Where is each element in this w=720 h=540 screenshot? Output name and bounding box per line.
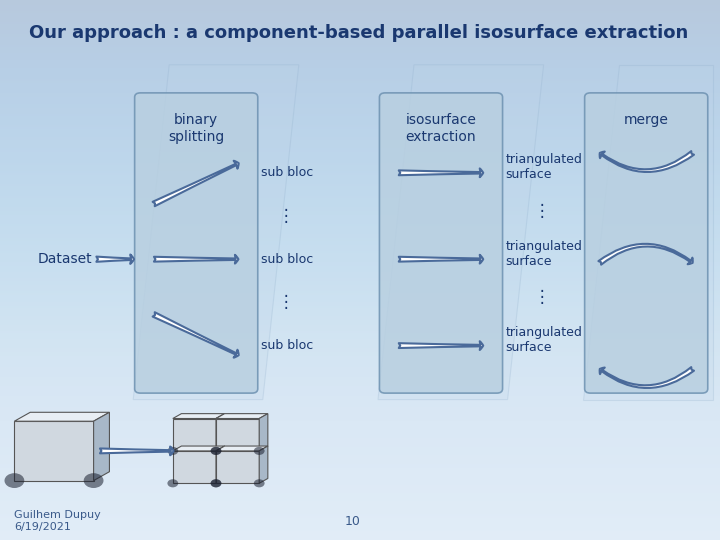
- Polygon shape: [216, 446, 268, 451]
- Text: sub bloc: sub bloc: [261, 253, 313, 266]
- Polygon shape: [173, 446, 225, 451]
- Text: binary
splitting: binary splitting: [168, 113, 225, 144]
- Circle shape: [167, 480, 179, 487]
- Circle shape: [253, 480, 265, 487]
- Polygon shape: [133, 65, 299, 400]
- Text: ⋮: ⋮: [277, 293, 294, 312]
- Circle shape: [210, 480, 221, 487]
- Circle shape: [84, 473, 104, 488]
- Polygon shape: [14, 421, 94, 481]
- Polygon shape: [378, 65, 544, 400]
- Text: isosurface
extraction: isosurface extraction: [405, 113, 477, 144]
- Circle shape: [211, 447, 222, 455]
- Polygon shape: [216, 418, 259, 451]
- Circle shape: [210, 447, 221, 455]
- FancyBboxPatch shape: [585, 93, 708, 393]
- Text: triangulated
surface: triangulated surface: [505, 240, 582, 268]
- Polygon shape: [216, 414, 225, 451]
- Text: triangulated
surface: triangulated surface: [505, 326, 582, 354]
- Polygon shape: [173, 414, 225, 418]
- Text: ⋮: ⋮: [533, 201, 550, 220]
- Circle shape: [4, 473, 24, 488]
- FancyBboxPatch shape: [135, 93, 258, 393]
- Circle shape: [253, 447, 265, 455]
- Polygon shape: [216, 446, 225, 483]
- Polygon shape: [94, 413, 109, 481]
- Circle shape: [211, 480, 222, 487]
- Polygon shape: [14, 413, 109, 421]
- Polygon shape: [216, 451, 259, 483]
- Text: 10: 10: [345, 515, 361, 528]
- Circle shape: [167, 447, 179, 455]
- Text: ⋮: ⋮: [533, 288, 550, 306]
- Polygon shape: [216, 414, 268, 418]
- Polygon shape: [173, 418, 216, 451]
- Text: ⋮: ⋮: [277, 207, 294, 225]
- Text: sub bloc: sub bloc: [261, 166, 313, 179]
- Text: merge: merge: [624, 113, 669, 127]
- Text: triangulated
surface: triangulated surface: [505, 153, 582, 181]
- Text: Guilhem Dupuy
6/19/2021: Guilhem Dupuy 6/19/2021: [14, 510, 101, 532]
- Text: Our approach : a component-based parallel isosurface extraction: Our approach : a component-based paralle…: [29, 24, 688, 42]
- Polygon shape: [259, 414, 268, 451]
- Polygon shape: [259, 446, 268, 483]
- FancyBboxPatch shape: [379, 93, 503, 393]
- Polygon shape: [173, 451, 216, 483]
- Polygon shape: [583, 65, 713, 400]
- Text: Dataset: Dataset: [37, 252, 92, 266]
- Text: sub bloc: sub bloc: [261, 339, 313, 352]
